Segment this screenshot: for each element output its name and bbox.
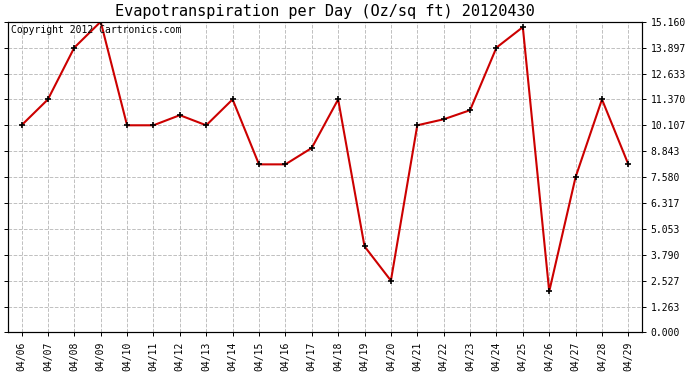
Title: Evapotranspiration per Day (Oz/sq ft) 20120430: Evapotranspiration per Day (Oz/sq ft) 20… <box>115 4 535 19</box>
Text: Copyright 2012 Cartronics.com: Copyright 2012 Cartronics.com <box>12 25 182 35</box>
